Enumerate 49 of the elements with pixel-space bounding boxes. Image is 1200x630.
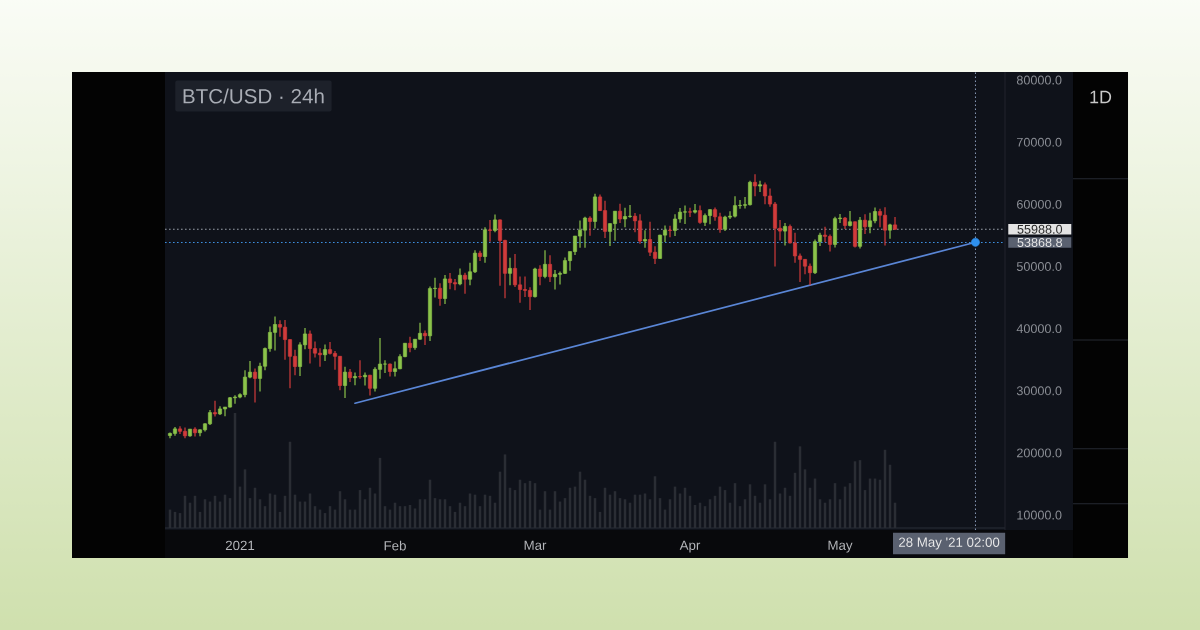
candlestick xyxy=(443,274,447,305)
x-tick-label: 2021 xyxy=(225,540,255,551)
candlestick xyxy=(438,282,442,307)
candlestick xyxy=(783,222,787,246)
y-tick-label: 70000.0 xyxy=(1017,137,1062,147)
candlestick xyxy=(408,336,412,353)
y-tick-label: 50000.0 xyxy=(1016,262,1062,271)
x-tick-label: Feb xyxy=(384,540,406,551)
candlestick xyxy=(343,366,347,399)
y-tick-label: 40000.0 xyxy=(1016,324,1062,334)
y-tick-label: 60000.0 xyxy=(1017,199,1062,209)
candlestick xyxy=(588,215,592,237)
candlestick xyxy=(693,203,697,214)
x-tick-label: Apr xyxy=(679,540,701,553)
y-tick-label: 30000.0 xyxy=(1016,386,1062,396)
candlestick xyxy=(548,254,552,283)
x-tick-label: Mar xyxy=(524,540,547,550)
ref-line-label: 55988.0 xyxy=(1017,224,1063,234)
candlestick xyxy=(668,225,672,238)
candlestick xyxy=(618,203,622,224)
x-tick-label: May xyxy=(828,540,853,553)
y-tick-label: 20000.0 xyxy=(1017,448,1062,458)
y-tick-label: 10000.0 xyxy=(1017,510,1062,520)
ref-line-label: 53868.8 xyxy=(1017,237,1063,247)
ref-line-label: 28 May '21 02:00 xyxy=(899,537,1000,550)
candlestick xyxy=(753,173,757,197)
candlestick xyxy=(688,207,692,218)
candlestick xyxy=(698,205,702,225)
candlestick xyxy=(463,272,467,295)
candlestick xyxy=(508,257,512,286)
candlestick xyxy=(488,219,492,243)
candlestick xyxy=(893,216,897,231)
candlestick xyxy=(478,250,482,262)
y-tick-label: 80000.0 xyxy=(1016,75,1062,85)
text: BTC/USD · 24h xyxy=(183,88,324,104)
candlestick xyxy=(358,359,362,380)
candlestick xyxy=(758,180,762,193)
candlestick xyxy=(253,367,257,404)
candlestick xyxy=(538,264,542,286)
candlestick xyxy=(323,343,327,362)
candlestick xyxy=(848,210,852,228)
candlestick xyxy=(863,213,867,235)
candlestick xyxy=(363,371,367,387)
candlestick xyxy=(213,400,217,418)
candlestick xyxy=(353,371,357,386)
candlestick xyxy=(423,329,427,346)
candlestick xyxy=(643,229,647,249)
candlestick xyxy=(543,249,547,279)
text: 1D xyxy=(1090,90,1112,104)
